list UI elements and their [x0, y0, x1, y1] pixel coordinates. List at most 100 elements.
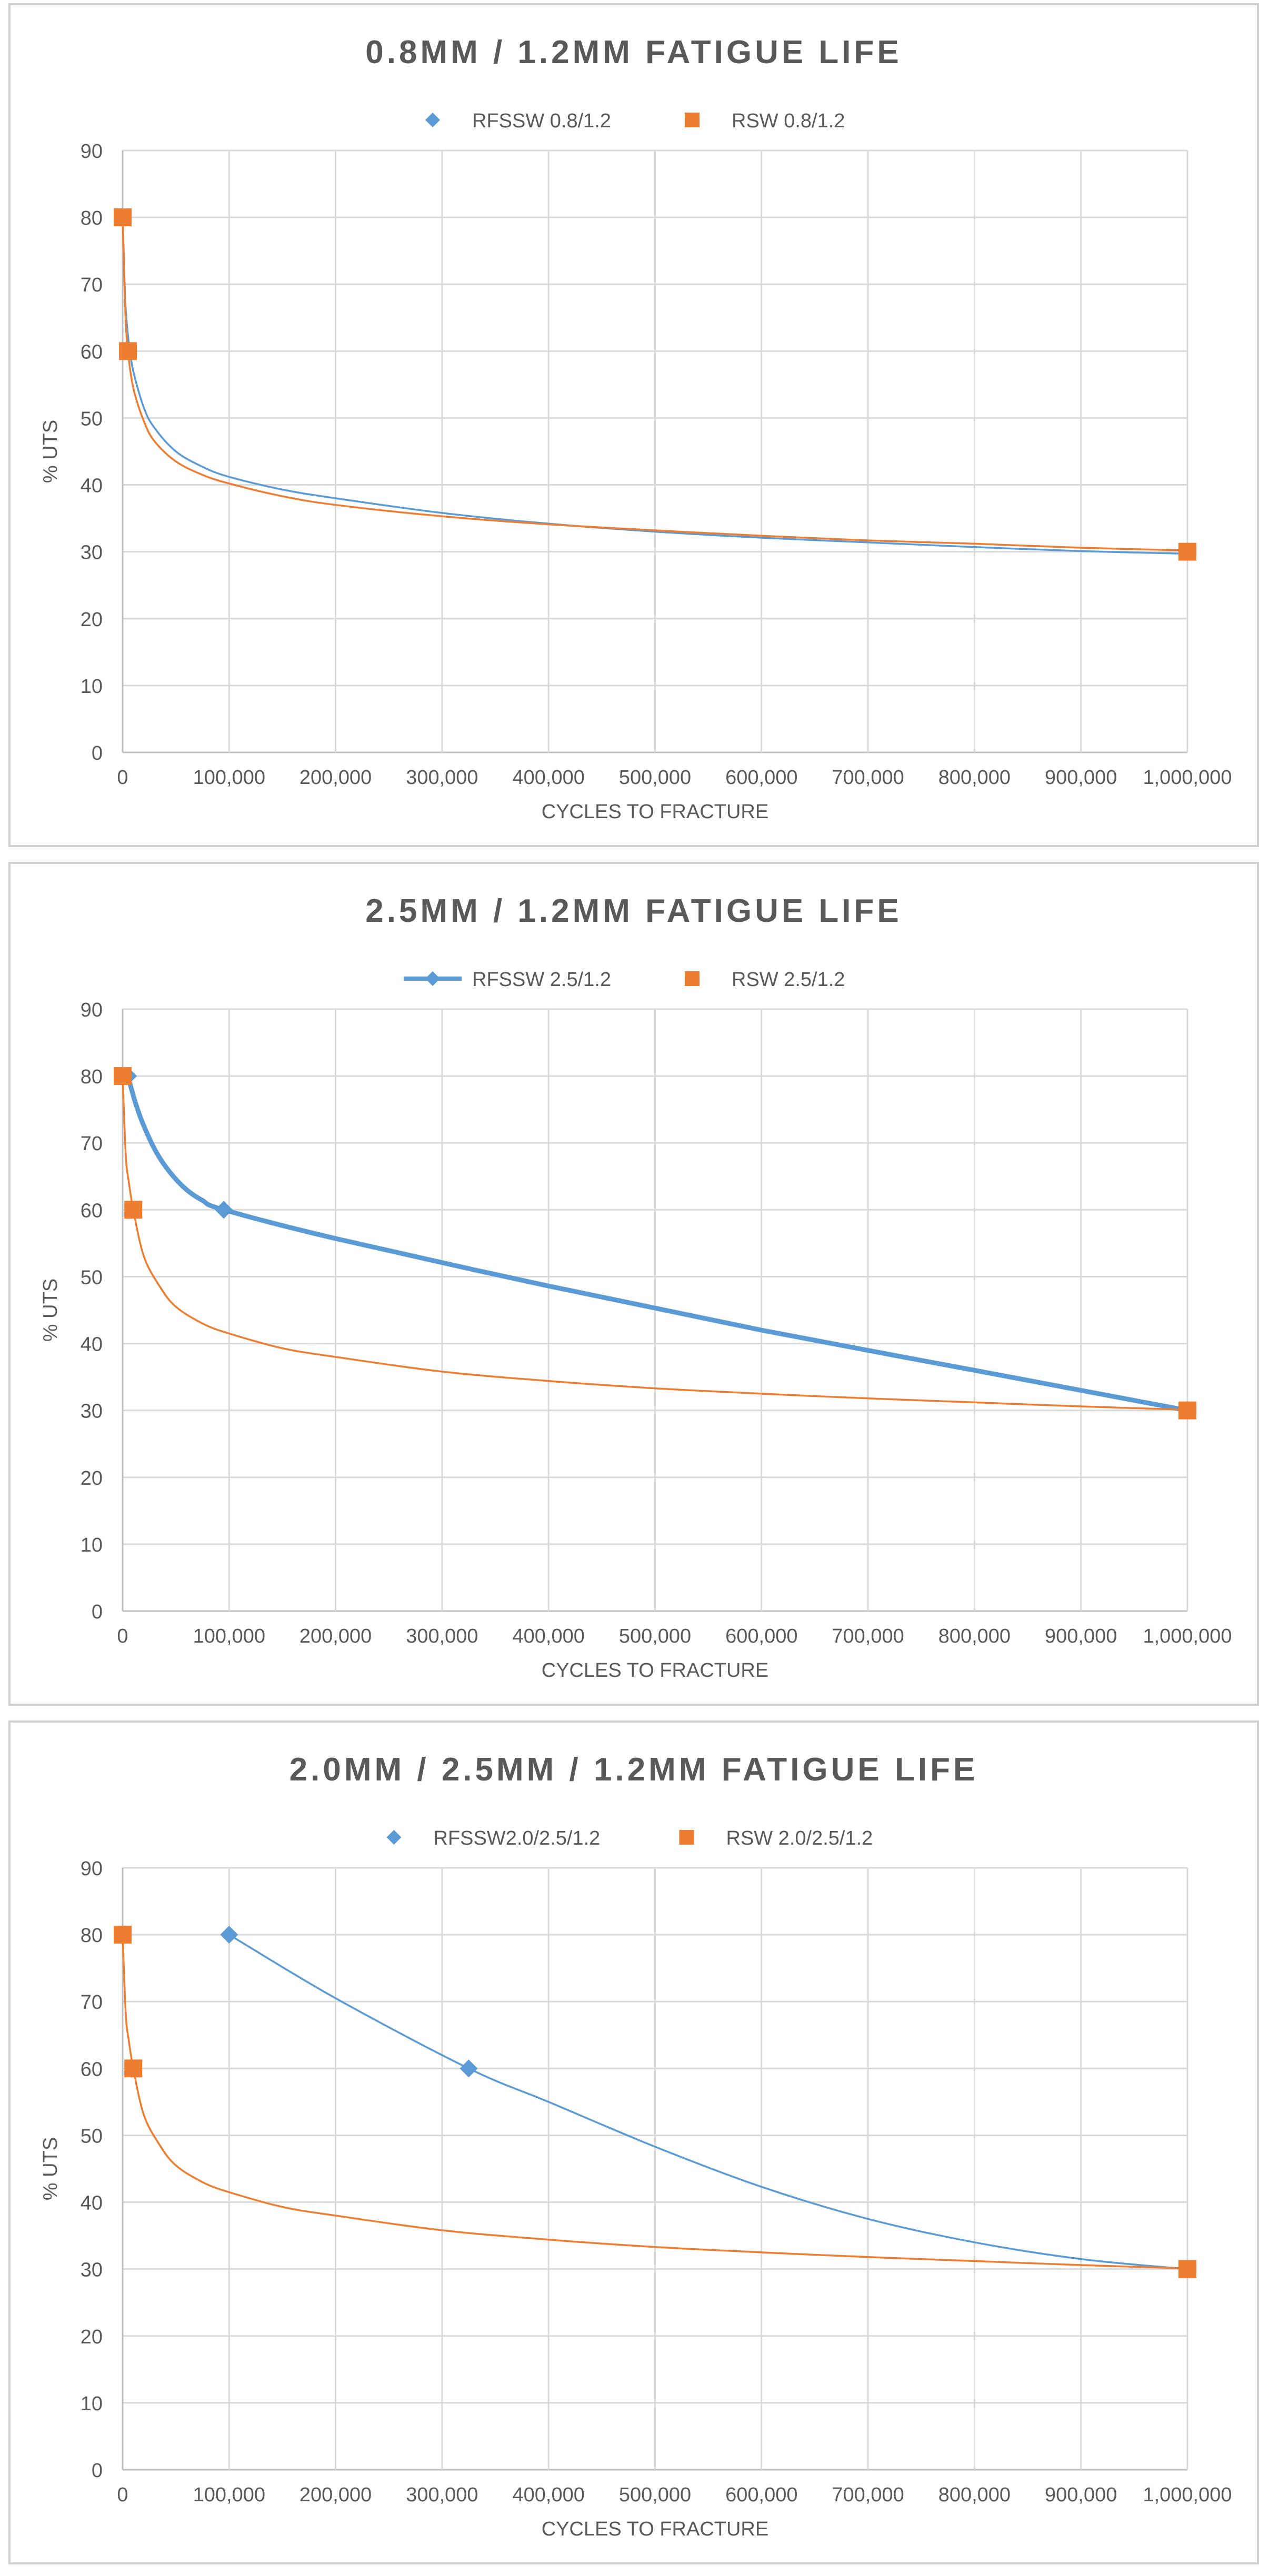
- series-markers-rsw-2-0-2-5-1-2: [114, 1926, 1196, 2278]
- x-tick-label: 800,000: [938, 1625, 1011, 1647]
- x-tick-label: 100,000: [193, 1625, 265, 1647]
- legend-label: RFSSW 2.5/1.2: [472, 969, 611, 991]
- legend: RFSSW2.0/2.5/1.2 RSW 2.0/2.5/1.2: [386, 1827, 873, 1849]
- chart-1-svg: 0.8MM / 1.2MM FATIGUE LIFE 0 10 20 30 40 50 60 7…: [39, 34, 1232, 823]
- y-axis-label: % UTS: [39, 1279, 62, 1342]
- y-axis-label: % UTS: [39, 420, 62, 483]
- legend-entry-rfssw-0-8-1-2: RFSSW 0.8/1.2: [425, 110, 611, 132]
- x-tick-label: 800,000: [938, 2484, 1011, 2506]
- series-markers-rsw-0-8-1-2: [114, 208, 1196, 561]
- x-tick-label: 500,000: [619, 1625, 691, 1647]
- y-tick-label: 50: [81, 2125, 103, 2147]
- x-tick-label: 300,000: [406, 1625, 478, 1647]
- legend-entry-rfssw-2-5-1-2: RFSSW 2.5/1.2: [404, 969, 611, 991]
- x-tick-label: 100,000: [193, 2484, 265, 2506]
- y-axis-label: % UTS: [39, 2137, 62, 2200]
- y-tick-label: 0: [92, 1601, 103, 1623]
- x-tick-label: 800,000: [938, 767, 1011, 789]
- y-tick-label: 60: [81, 2058, 103, 2080]
- legend: RFSSW 2.5/1.2 RSW 2.5/1.2: [404, 969, 845, 991]
- y-tick-label: 80: [81, 207, 103, 229]
- y-tick-label: 30: [81, 2259, 103, 2281]
- series-markers-rfssw2-0-2-5-1-2: [220, 1926, 478, 2078]
- x-tick-label: 400,000: [513, 1625, 585, 1647]
- data-point: [114, 1926, 132, 1944]
- y-tick-label: 80: [81, 1066, 103, 1088]
- data-point: [1178, 1401, 1196, 1420]
- x-axis-label: CYCLES TO FRACTURE: [542, 801, 768, 823]
- y-tick-label: 70: [81, 274, 103, 296]
- series-line-rfssw-2-5-1-2: [125, 1073, 1190, 1413]
- data-point: [1178, 542, 1196, 561]
- data-point: [1178, 2260, 1196, 2278]
- x-tick-label: 1,000,000: [1143, 2484, 1232, 2506]
- x-tick-label: 0: [117, 2484, 128, 2506]
- y-tick-label: 10: [81, 676, 103, 698]
- data-point: [119, 342, 137, 360]
- y-tick-label: 40: [81, 2192, 103, 2215]
- y-tick-label: 50: [81, 408, 103, 430]
- y-tick-label: 0: [92, 2460, 103, 2482]
- x-tick-label: 300,000: [406, 2484, 478, 2506]
- series-line-rsw-2-5-1-2: [122, 1075, 1188, 1411]
- series-line-rfssw-0-8-1-2: [122, 209, 1188, 555]
- legend-entry-rsw-2-5-1-2: RSW 2.5/1.2: [685, 969, 845, 991]
- grid: [122, 1008, 1188, 1612]
- legend-label: RSW 2.0/2.5/1.2: [726, 1827, 873, 1849]
- data-point: [114, 1067, 132, 1085]
- chart-title: 0.8MM / 1.2MM FATIGUE LIFE: [365, 34, 902, 71]
- legend-marker: [685, 971, 700, 986]
- chart-panel-3: 2.0MM / 2.5MM / 1.2MM FATIGUE LIFE 0 10 20 3…: [8, 1720, 1259, 2564]
- chart-title: 2.5MM / 1.2MM FATIGUE LIFE: [365, 893, 902, 929]
- y-tick-label: 0: [92, 742, 103, 764]
- x-tick-label: 200,000: [299, 767, 372, 789]
- chart-title: 2.0MM / 2.5MM / 1.2MM FATIGUE LIFE: [289, 1752, 978, 1788]
- y-tick-label: 30: [81, 1401, 103, 1423]
- series-markers-rsw-2-5-1-2: [114, 1067, 1196, 1420]
- legend-label: RSW 0.8/1.2: [732, 110, 845, 132]
- chart-3-svg: 2.0MM / 2.5MM / 1.2MM FATIGUE LIFE 0 10 20 3…: [39, 1752, 1232, 2540]
- y-tick-label: 70: [81, 1991, 103, 2014]
- series-line-rfssw2-0-2-5-1-2: [228, 1934, 1188, 2270]
- grid: [122, 1867, 1188, 2471]
- data-point: [215, 1201, 233, 1219]
- x-tick-label: 900,000: [1045, 1625, 1117, 1647]
- legend-entry-rfssw2-0-2-5-1-2: RFSSW2.0/2.5/1.2: [386, 1827, 601, 1849]
- x-tick-label: 200,000: [299, 1625, 372, 1647]
- x-tick-label: 1,000,000: [1143, 1625, 1232, 1647]
- x-tick-label: 500,000: [619, 767, 691, 789]
- x-tick-label: 600,000: [725, 767, 797, 789]
- x-tick-label: 100,000: [193, 767, 265, 789]
- x-tick-label: 0: [117, 767, 128, 789]
- y-tick-label: 10: [81, 2393, 103, 2415]
- y-tick-label: 30: [81, 542, 103, 564]
- legend-marker: [425, 971, 440, 986]
- legend: RFSSW 0.8/1.2 RSW 0.8/1.2: [425, 110, 845, 132]
- y-tick-label: 90: [81, 1858, 103, 1880]
- legend-label: RSW 2.5/1.2: [732, 969, 845, 991]
- data-point: [124, 1201, 143, 1219]
- chart-panel-2: 2.5MM / 1.2MM FATIGUE LIFE 0 10 20 30 40 50 60 7…: [8, 862, 1259, 1706]
- y-tick-label: 20: [81, 609, 103, 631]
- legend-label: RFSSW2.0/2.5/1.2: [434, 1827, 601, 1849]
- x-tick-label: 300,000: [406, 767, 478, 789]
- y-tick-label: 70: [81, 1133, 103, 1155]
- series-markers-rfssw-2-5-1-2: [119, 1067, 1196, 1420]
- legend-marker: [425, 113, 440, 127]
- x-tick-label: 700,000: [832, 2484, 904, 2506]
- y-tick-label: 20: [81, 2326, 103, 2348]
- legend-entry-rsw-2-0-2-5-1-2: RSW 2.0/2.5/1.2: [679, 1827, 873, 1849]
- x-tick-label: 600,000: [725, 1625, 797, 1647]
- x-tick-label: 600,000: [725, 2484, 797, 2506]
- y-tick-label: 10: [81, 1534, 103, 1556]
- x-tick-label: 400,000: [513, 767, 585, 789]
- x-tick-label: 700,000: [832, 767, 904, 789]
- grid: [122, 149, 1188, 753]
- legend-marker: [679, 1830, 694, 1845]
- chart-panel-1: 0.8MM / 1.2MM FATIGUE LIFE 0 10 20 30 40 50 60 7…: [8, 3, 1259, 847]
- chart-2-svg: 2.5MM / 1.2MM FATIGUE LIFE 0 10 20 30 40 50 60 7…: [39, 893, 1232, 1682]
- legend-entry-rsw-0-8-1-2: RSW 0.8/1.2: [685, 110, 845, 132]
- y-tick-label: 90: [81, 999, 103, 1021]
- x-tick-label: 400,000: [513, 2484, 585, 2506]
